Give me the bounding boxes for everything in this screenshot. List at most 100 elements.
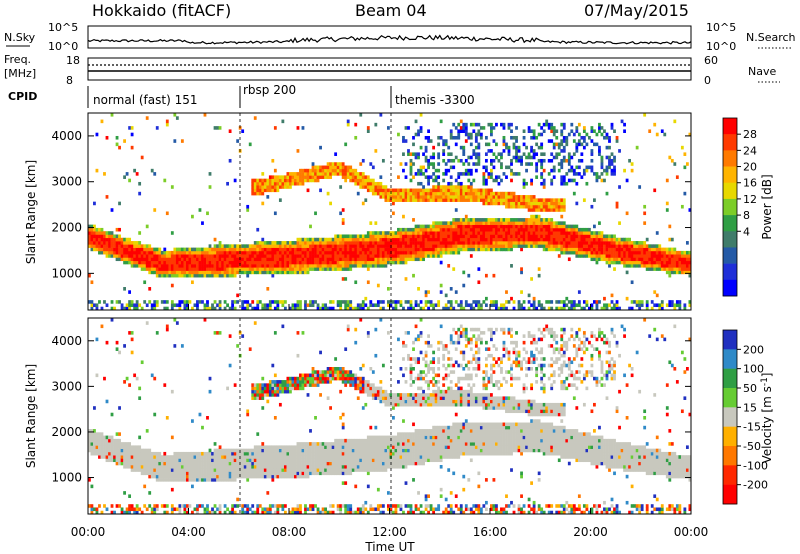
power-cell bbox=[560, 250, 564, 255]
velocity-cell bbox=[196, 458, 199, 463]
power-cell bbox=[233, 267, 237, 271]
power-cell bbox=[409, 257, 413, 262]
power-cell bbox=[261, 254, 265, 258]
velocity-cell bbox=[175, 461, 179, 466]
power-cell bbox=[525, 198, 528, 202]
power-cell bbox=[522, 241, 526, 245]
power-cell bbox=[243, 254, 247, 258]
power-cell bbox=[615, 254, 619, 258]
velocity-cell bbox=[140, 455, 144, 459]
velocity-cell bbox=[226, 474, 229, 479]
velocity-cell bbox=[185, 461, 189, 466]
power-cell bbox=[623, 129, 626, 133]
power-cell bbox=[283, 270, 287, 275]
power-cell bbox=[515, 204, 518, 209]
power-cell bbox=[346, 122, 350, 127]
power-cell bbox=[258, 181, 262, 186]
power-cell bbox=[535, 204, 539, 209]
power-cell bbox=[341, 241, 345, 245]
power-cell bbox=[356, 264, 360, 268]
power-cell bbox=[163, 257, 167, 262]
power-cell bbox=[201, 221, 204, 225]
power-cell bbox=[535, 165, 539, 170]
power-cell bbox=[170, 306, 174, 311]
power-cell bbox=[196, 254, 199, 258]
power-cell bbox=[419, 244, 423, 248]
cpid-segment-1: normal (fast) 151 bbox=[93, 93, 197, 107]
power-cell bbox=[615, 244, 619, 248]
power-cell bbox=[354, 172, 358, 176]
velocity-cell bbox=[271, 471, 275, 476]
power-cell bbox=[572, 132, 576, 137]
velocity-cell bbox=[148, 451, 152, 456]
power-cell bbox=[193, 260, 197, 265]
power-cell bbox=[442, 247, 446, 252]
power-cell bbox=[379, 181, 383, 186]
velocity-cell bbox=[273, 465, 277, 469]
power-cell bbox=[344, 277, 348, 281]
velocity-cell bbox=[120, 455, 124, 459]
power-cell bbox=[598, 231, 601, 235]
power-cell bbox=[183, 257, 187, 262]
velocity-cell bbox=[170, 468, 174, 472]
power-cell bbox=[145, 247, 149, 252]
power-cell bbox=[153, 208, 157, 212]
velocity-cell bbox=[246, 412, 250, 417]
power-cell bbox=[593, 224, 596, 229]
power-cell bbox=[251, 254, 255, 258]
power-cell bbox=[412, 306, 415, 311]
power-cell bbox=[469, 237, 473, 242]
power-cell bbox=[326, 264, 330, 268]
power-cell bbox=[444, 293, 448, 298]
power-cell bbox=[286, 257, 290, 262]
power-cell bbox=[522, 142, 526, 147]
velocity-cell bbox=[253, 389, 257, 394]
power-cell bbox=[218, 273, 222, 278]
power-cell bbox=[349, 264, 353, 268]
power-cell bbox=[306, 175, 310, 179]
velocity-cell bbox=[153, 461, 157, 466]
power-cell bbox=[208, 244, 212, 248]
power-cell bbox=[530, 244, 534, 248]
power-cell bbox=[537, 300, 541, 304]
power-cell bbox=[301, 168, 305, 173]
power-cell bbox=[482, 218, 486, 222]
power-cell bbox=[304, 267, 307, 271]
velocity-cell bbox=[228, 461, 232, 466]
power-cell bbox=[449, 237, 453, 242]
power-cell bbox=[424, 191, 428, 196]
velocity-cell bbox=[228, 465, 232, 469]
power-cell bbox=[392, 188, 395, 193]
power-cell bbox=[605, 172, 609, 176]
power-cell bbox=[351, 168, 355, 173]
power-cell bbox=[414, 254, 418, 258]
power-cell bbox=[299, 264, 302, 268]
power-cell bbox=[291, 260, 295, 265]
power-cell bbox=[115, 227, 119, 232]
power-cell bbox=[319, 165, 322, 170]
velocity-cell bbox=[105, 458, 109, 463]
power-cell bbox=[552, 201, 556, 206]
velocity-cell bbox=[173, 451, 177, 456]
power-cell bbox=[369, 221, 373, 225]
velocity-cell bbox=[263, 448, 267, 453]
power-cell bbox=[638, 241, 642, 245]
power-cell bbox=[449, 191, 453, 196]
power-cell bbox=[537, 224, 541, 229]
velocity-cell bbox=[198, 465, 202, 469]
power-cell bbox=[261, 181, 265, 186]
velocity-cell bbox=[163, 478, 167, 482]
velocity-cell bbox=[138, 445, 142, 449]
power-cell bbox=[585, 244, 589, 248]
power-cell bbox=[500, 201, 503, 206]
power-cell bbox=[417, 303, 420, 308]
power-cell bbox=[598, 145, 601, 150]
power-cell bbox=[464, 234, 468, 239]
power-cell bbox=[530, 214, 534, 219]
power-cell bbox=[593, 254, 596, 258]
power-cell bbox=[198, 300, 202, 304]
noise-right-tick-top: 10^5 bbox=[706, 21, 736, 34]
power-cell bbox=[233, 260, 237, 265]
velocity-cell bbox=[90, 448, 94, 453]
power-cell bbox=[276, 267, 280, 271]
